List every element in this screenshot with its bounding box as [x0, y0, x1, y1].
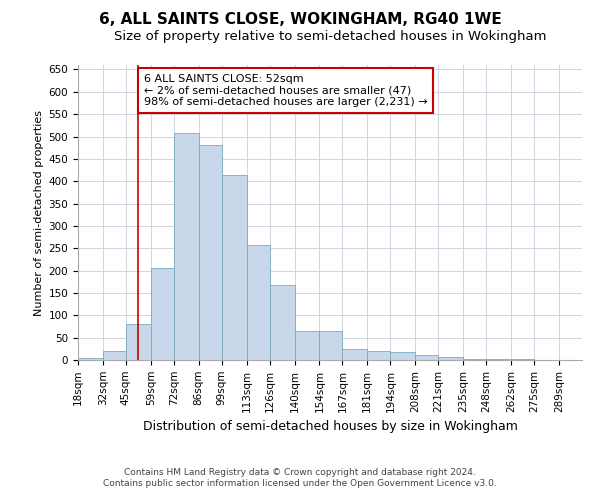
Text: Contains HM Land Registry data © Crown copyright and database right 2024.
Contai: Contains HM Land Registry data © Crown c…: [103, 468, 497, 487]
Bar: [174, 133, 199, 360]
X-axis label: Distribution of semi-detached houses by size in Wokingham: Distribution of semi-detached houses by …: [143, 420, 517, 433]
Y-axis label: Number of semi-detached properties: Number of semi-detached properties: [34, 110, 44, 316]
Bar: [199, 146, 222, 360]
Title: Size of property relative to semi-detached houses in Wokingham: Size of property relative to semi-detach…: [114, 30, 546, 43]
Bar: [486, 358, 511, 360]
Bar: [511, 359, 534, 360]
Bar: [295, 331, 319, 360]
Bar: [343, 349, 367, 360]
Bar: [415, 354, 438, 360]
Bar: [438, 358, 463, 360]
Bar: [247, 244, 269, 360]
Bar: [391, 352, 415, 360]
Bar: [463, 358, 486, 360]
Bar: [367, 351, 391, 360]
Text: 6 ALL SAINTS CLOSE: 52sqm
← 2% of semi-detached houses are smaller (47)
98% of s: 6 ALL SAINTS CLOSE: 52sqm ← 2% of semi-d…: [143, 74, 427, 107]
Bar: [78, 358, 103, 360]
Bar: [126, 324, 151, 360]
Bar: [151, 268, 174, 360]
Text: 6, ALL SAINTS CLOSE, WOKINGHAM, RG40 1WE: 6, ALL SAINTS CLOSE, WOKINGHAM, RG40 1WE: [98, 12, 502, 28]
Bar: [319, 331, 343, 360]
Bar: [269, 285, 295, 360]
Bar: [103, 351, 126, 360]
Bar: [222, 174, 247, 360]
